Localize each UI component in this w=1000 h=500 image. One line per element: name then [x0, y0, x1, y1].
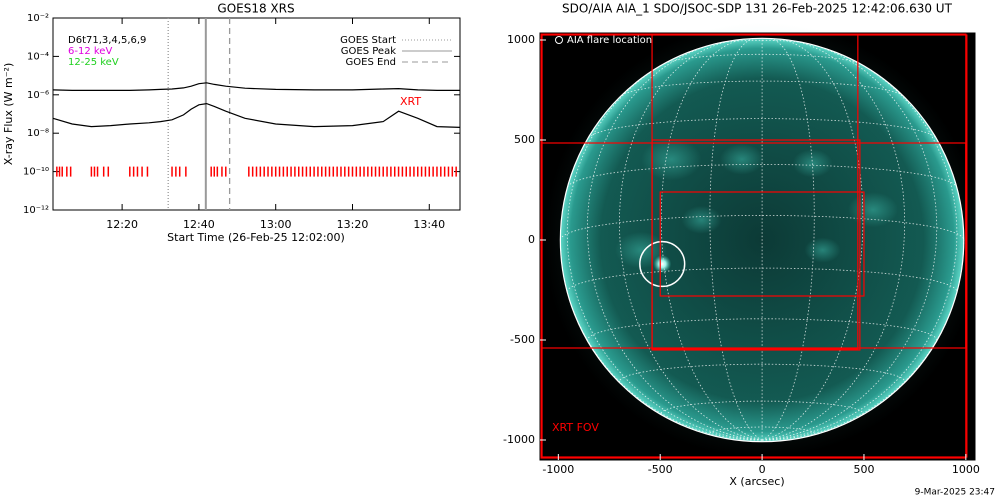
meridian	[761, 38, 864, 441]
left-x-label: Start Time (26-Feb-25 12:02:00)	[167, 231, 345, 244]
meridian	[762, 43, 938, 441]
xrt-fov	[540, 142, 967, 349]
active-region	[641, 138, 702, 181]
active-region	[848, 192, 899, 228]
x-tick-label: 12:20	[106, 218, 138, 231]
parallel	[664, 53, 860, 64]
x-tick-label: 1000	[952, 463, 980, 476]
timestamp: 9-Mar-2025 23:47	[915, 488, 995, 498]
meridian	[566, 58, 763, 441]
parallel	[566, 267, 958, 292]
flux-line	[52, 82, 460, 91]
y-tick-label: 0	[528, 233, 535, 246]
parallel	[560, 214, 965, 241]
y-tick-label: 10⁻¹⁰	[23, 167, 49, 178]
parallel	[619, 363, 906, 384]
x-tick-label: -500	[648, 463, 673, 476]
y-tick-label: 1000	[507, 33, 535, 46]
active-region	[615, 231, 668, 269]
meridian	[762, 40, 906, 441]
active-region	[719, 143, 764, 175]
flux-line	[52, 102, 461, 128]
y-tick-label: -1000	[503, 433, 535, 446]
right-title: SDO/AIA AIA_1 SDO/JSOC-SDP 131 26-Feb-20…	[562, 2, 953, 16]
x-tick-label: 13:20	[337, 218, 369, 231]
flare-legend-icon	[555, 36, 563, 44]
x-tick-label: 12:40	[183, 218, 215, 231]
parallel	[716, 39, 808, 44]
y-tick-label: 10⁻⁶	[27, 90, 49, 101]
legend-label: GOES End	[346, 57, 396, 68]
y-tick-label: -500	[510, 333, 535, 346]
left-y-label: X-ray Flux (W m⁻²)	[2, 63, 15, 165]
channel-label: 12-25 keV	[68, 57, 119, 68]
parallel	[567, 163, 958, 188]
y-tick-label: 10⁻²	[27, 13, 49, 24]
x-tick-label: 13:40	[413, 218, 445, 231]
parallel	[709, 426, 815, 437]
flare-legend: AIA flare location	[567, 35, 652, 46]
y-tick-label: 10⁻⁴	[27, 51, 49, 62]
meridian	[619, 40, 763, 441]
fov-label: XRT FOV	[552, 421, 599, 434]
legend-label: GOES Start	[340, 35, 396, 46]
xrt-label: XRT	[400, 95, 421, 108]
meridian	[660, 38, 763, 441]
legend-label: GOES Peak	[341, 46, 396, 57]
parallel	[588, 118, 937, 138]
parallel	[586, 318, 938, 342]
x-tick-label: -1000	[542, 463, 574, 476]
xrt-fov	[651, 33, 859, 350]
x-tick-label: 500	[853, 463, 874, 476]
meridian	[762, 58, 958, 441]
flare-circle	[639, 240, 686, 288]
left-title: GOES18 XRS	[217, 2, 294, 16]
channel-label: 6-12 keV	[68, 46, 112, 57]
parallel	[660, 400, 864, 417]
y-tick-label: 10⁻⁸	[27, 128, 49, 139]
xrt-fov	[541, 34, 968, 458]
channel-label: D6t71,3,4,5,6,9	[68, 35, 146, 46]
image-frame	[539, 32, 976, 461]
xrt-fov	[659, 191, 865, 297]
limb	[559, 37, 965, 443]
y-tick-label: 10⁻¹²	[23, 205, 49, 216]
plot-frame	[52, 17, 461, 211]
disk-grid	[560, 38, 965, 441]
active-region	[681, 205, 722, 234]
active-region	[804, 237, 841, 263]
right-x-label: X (arcsec)	[729, 475, 784, 488]
x-tick-label: 0	[759, 463, 766, 476]
y-tick-label: 500	[514, 133, 535, 146]
x-tick-label: 13:00	[260, 218, 292, 231]
flare-kernel	[653, 255, 672, 273]
